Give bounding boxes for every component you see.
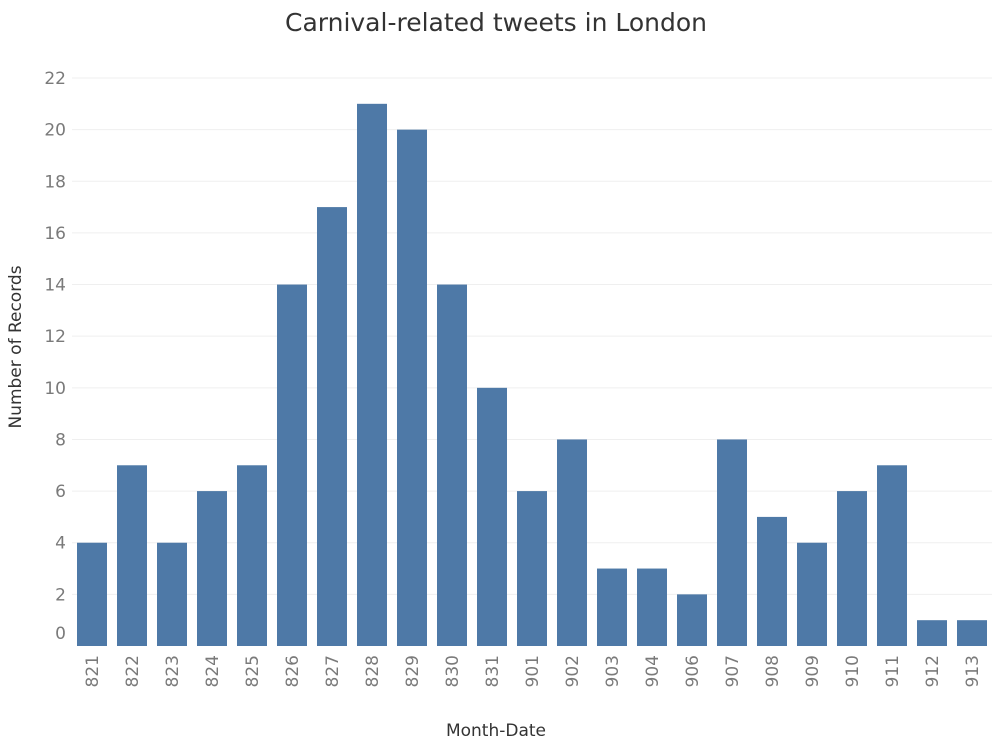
x-tick-label: 829 bbox=[403, 655, 423, 687]
x-tick-label: 902 bbox=[563, 655, 583, 687]
x-tick-label: 824 bbox=[203, 655, 223, 687]
bar-829[interactable] bbox=[397, 129, 427, 647]
y-tick-label: 8 bbox=[55, 430, 66, 450]
x-tick-label: 904 bbox=[643, 655, 663, 687]
bar-825[interactable] bbox=[237, 465, 267, 646]
bar-824[interactable] bbox=[197, 491, 227, 646]
x-tick-label: 909 bbox=[803, 655, 823, 687]
bar-909[interactable] bbox=[797, 542, 827, 646]
y-tick-label: 18 bbox=[44, 172, 66, 192]
bar-906[interactable] bbox=[677, 594, 707, 646]
y-tick-label: 16 bbox=[44, 224, 66, 244]
x-tick-label: 906 bbox=[683, 655, 703, 687]
bar-901[interactable] bbox=[517, 491, 547, 646]
y-tick-label: 20 bbox=[44, 121, 66, 141]
chart-title: Carnival-related tweets in London bbox=[284, 8, 708, 37]
x-tick-label: 830 bbox=[443, 655, 463, 687]
x-tick-label: 913 bbox=[963, 655, 983, 687]
bar-904[interactable] bbox=[637, 568, 667, 646]
bar-821[interactable] bbox=[77, 542, 107, 646]
y-tick-label: 12 bbox=[44, 327, 66, 347]
bar-823[interactable] bbox=[157, 542, 187, 646]
y-tick-label: 0 bbox=[55, 624, 66, 644]
bar-828[interactable] bbox=[357, 103, 387, 647]
bar-913[interactable] bbox=[957, 620, 987, 646]
x-tick-label: 907 bbox=[723, 655, 743, 687]
bar-907[interactable] bbox=[717, 439, 747, 646]
bar-830[interactable] bbox=[437, 284, 467, 646]
y-tick-label: 14 bbox=[44, 276, 66, 296]
y-tick-label: 10 bbox=[44, 379, 66, 399]
bars bbox=[77, 103, 987, 647]
x-tick-label: 826 bbox=[283, 655, 303, 687]
x-tick-label: 825 bbox=[243, 655, 263, 687]
x-tick-label: 912 bbox=[923, 655, 943, 687]
y-tick-label: 4 bbox=[55, 534, 66, 554]
x-tick-label: 827 bbox=[323, 655, 343, 687]
bar-911[interactable] bbox=[877, 465, 907, 646]
x-tick-label: 908 bbox=[763, 655, 783, 687]
x-tick-label: 828 bbox=[363, 655, 383, 687]
bar-910[interactable] bbox=[837, 491, 867, 646]
x-tick-label: 903 bbox=[603, 655, 623, 687]
bar-908[interactable] bbox=[757, 516, 787, 646]
x-tick-label: 910 bbox=[843, 655, 863, 687]
y-tick-label: 6 bbox=[55, 482, 66, 502]
x-tick-label: 901 bbox=[523, 655, 543, 687]
bar-827[interactable] bbox=[317, 207, 347, 646]
bar-822[interactable] bbox=[117, 465, 147, 646]
y-axis-title: Number of Records bbox=[6, 265, 26, 428]
bar-831[interactable] bbox=[477, 387, 507, 646]
x-tick-labels: 821 822 823 824 825 826 827 828 829 830 831 901 902 9… bbox=[83, 655, 983, 687]
x-tick-label: 822 bbox=[123, 655, 143, 687]
x-tick-label: 911 bbox=[883, 655, 903, 687]
y-tick-label: 2 bbox=[55, 585, 66, 605]
bar-902[interactable] bbox=[557, 439, 587, 646]
bar-903[interactable] bbox=[597, 568, 627, 646]
x-axis-title: Month-Date bbox=[446, 721, 546, 741]
x-tick-label: 831 bbox=[483, 655, 503, 687]
bar-912[interactable] bbox=[917, 620, 947, 646]
bar-826[interactable] bbox=[277, 284, 307, 646]
x-tick-label: 821 bbox=[83, 655, 103, 687]
y-tick-labels: 0 2 4 6 8 10 12 14 16 18 20 22 bbox=[44, 69, 66, 644]
y-tick-label: 22 bbox=[44, 69, 66, 89]
x-tick-label: 823 bbox=[163, 655, 183, 687]
